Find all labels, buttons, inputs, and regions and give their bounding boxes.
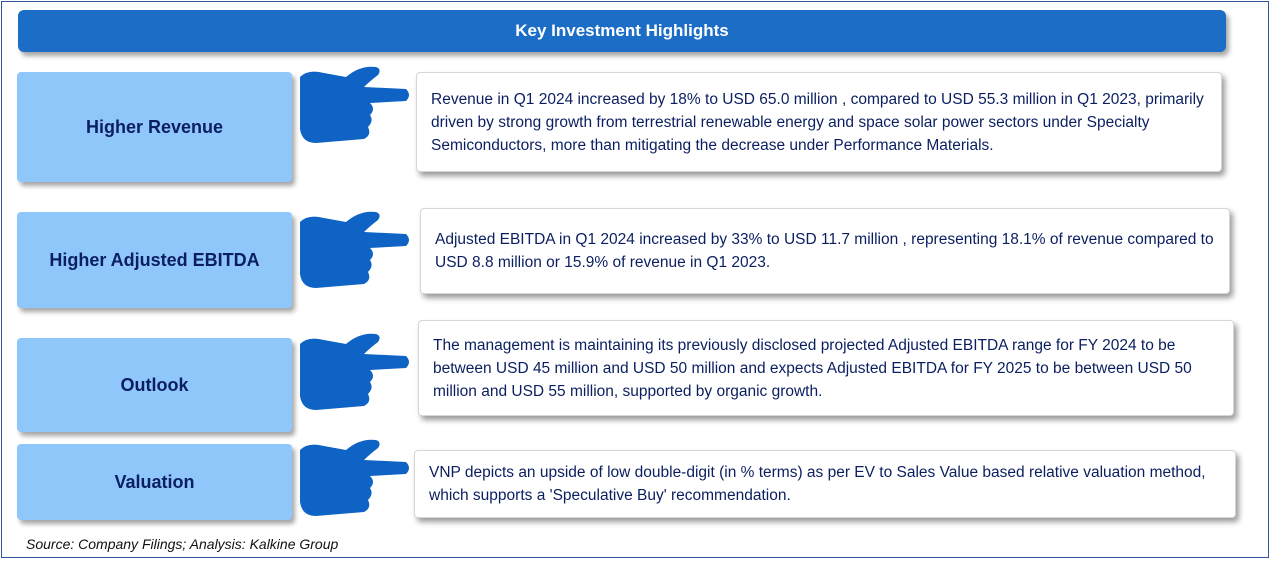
highlight-description-outlook: The management is maintaining its previo… [418,320,1234,416]
highlight-label-valuation: Valuation [17,444,292,520]
page-title-text: Key Investment Highlights [515,21,729,40]
pointing-hand-icon [300,333,409,410]
highlight-description-valuation: VNP depicts an upside of low double-digi… [414,450,1236,518]
highlight-description-text: Revenue in Q1 2024 increased by 18% to U… [431,90,1204,154]
highlight-label-ebitda: Higher Adjusted EBITDA [17,212,292,308]
highlight-description-text: The management is maintaining its previo… [433,336,1192,400]
pointing-hand-icon [300,66,409,143]
page-title: Key Investment Highlights [18,10,1226,52]
highlight-label-text: Higher Revenue [85,116,224,137]
highlight-description-revenue: Revenue in Q1 2024 increased by 18% to U… [416,72,1222,172]
highlight-label-text: Higher Adjusted EBITDA [49,249,260,270]
highlight-label-text: Outlook [120,374,189,395]
highlight-label-outlook: Outlook [17,338,292,432]
highlight-description-ebitda: Adjusted EBITDA in Q1 2024 increased by … [420,208,1230,294]
highlight-description-text: Adjusted EBITDA in Q1 2024 increased by … [435,231,1214,271]
highlight-label-text: Valuation [114,471,195,492]
source-note: Source: Company Filings; Analysis: Kalki… [26,536,339,552]
highlight-description-text: VNP depicts an upside of low double-digi… [429,464,1206,504]
pointing-hand-icon [300,439,409,516]
highlight-label-revenue: Higher Revenue [17,72,292,182]
pointing-hand-icon [300,211,409,288]
